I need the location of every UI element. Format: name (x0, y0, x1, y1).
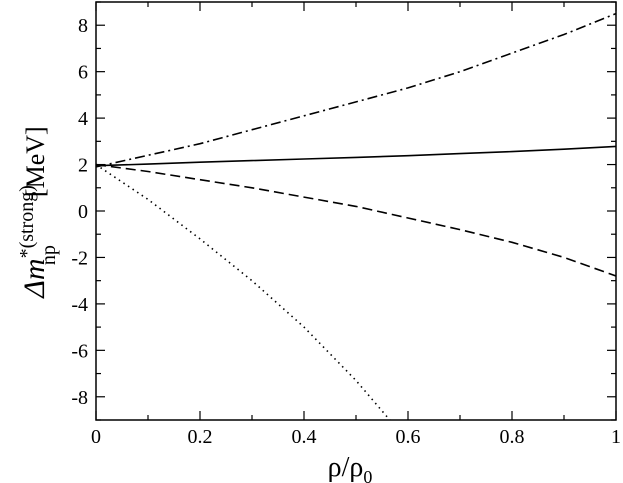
y-axis-label-star: * (16, 248, 38, 258)
x-axis-label-sub: 0 (363, 467, 372, 483)
series-layer (96, 12, 616, 420)
x-axis-label-main: ρ/ρ (328, 452, 364, 483)
x-tick-label: 0 (91, 426, 101, 448)
series-line-dash-dot (96, 12, 616, 168)
y-tick-label: 6 (78, 62, 88, 84)
x-tick-label: 0.8 (500, 426, 525, 448)
series-line-dashed (96, 163, 616, 277)
y-tick-label: 0 (78, 201, 88, 223)
plot-frame (95, 1, 617, 421)
y-axis-label-subscript: np (38, 245, 60, 265)
series-line-dotted (96, 163, 391, 420)
x-tick-label: 0.2 (188, 426, 213, 448)
y-axis-label: Δm*(strong)np [MeV] (16, 126, 60, 298)
y-tick-label: 2 (78, 155, 88, 177)
y-axis-label-prefix: Δm (18, 258, 51, 298)
y-axis-label-unit: [MeV] (21, 126, 50, 197)
x-axis-label: ρ/ρ0 (328, 452, 373, 483)
y-tick-label: -6 (71, 340, 88, 362)
ticks-layer (95, 1, 617, 421)
y-axis-label-superscript: (strong) (16, 185, 38, 248)
y-tick-label: 4 (78, 108, 88, 130)
y-tick-label: -8 (71, 387, 88, 409)
x-tick-label: 1 (611, 426, 621, 448)
series-line-solid (96, 145, 616, 167)
y-tick-label: 8 (78, 15, 88, 37)
y-tick-label: -4 (71, 294, 88, 316)
tick-labels-layer: 0 0.2 0.4 0.6 0.8 1 -8 -6 -4 -2 0 2 4 6 8 (71, 15, 621, 448)
y-tick-label: -2 (71, 247, 88, 269)
x-tick-label: 0.4 (292, 426, 317, 448)
x-tick-label: 0.6 (396, 426, 421, 448)
